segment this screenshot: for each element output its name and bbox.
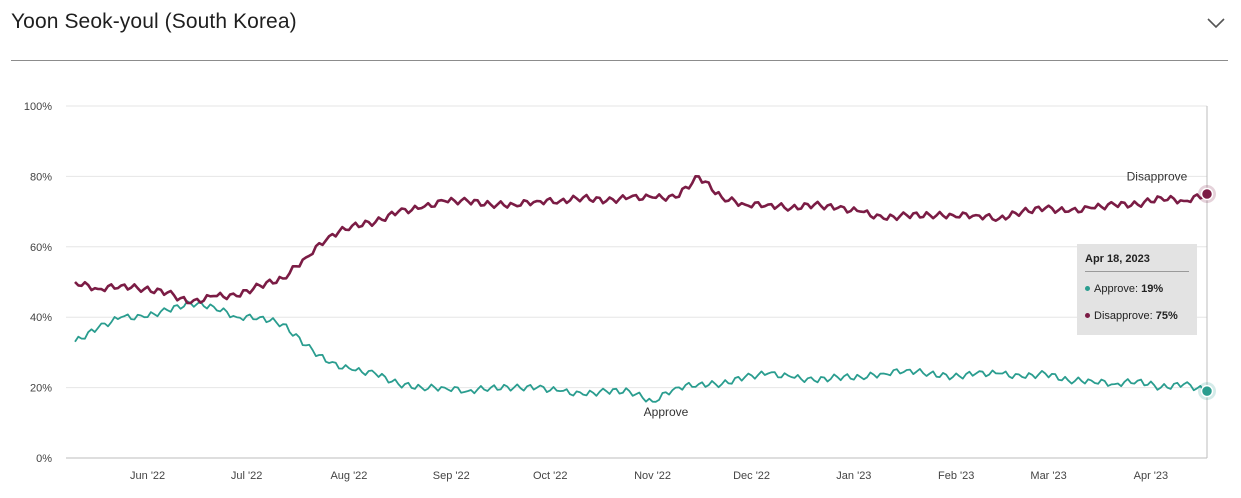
line-chart: 0% 20% 40% 60% 80% 100% Jun '22 Jul '22 Aug '22 S… xyxy=(24,101,1216,482)
tooltip-approve-row: Approve: 19% xyxy=(1085,283,1163,295)
x-tick-label: Jun '22 xyxy=(130,470,165,482)
x-tick-label: Oct '22 xyxy=(533,470,568,482)
y-tick-label: 20% xyxy=(30,383,52,395)
approve-series-line xyxy=(74,300,1208,403)
tooltip-disapprove-value: 75% xyxy=(1155,310,1178,322)
disapprove-point-marker xyxy=(1200,187,1214,201)
x-tick-label: Dec '22 xyxy=(733,470,770,482)
x-tick-label: Jan '23 xyxy=(836,470,871,482)
approve-point-marker xyxy=(1200,384,1214,398)
approve-dot-icon xyxy=(1085,285,1090,291)
chevron-down-icon[interactable] xyxy=(1206,14,1226,32)
x-tick-label: Mar '23 xyxy=(1030,470,1066,482)
tooltip-approve-value: 19% xyxy=(1141,283,1164,295)
tooltip-disapprove-row: Disapprove: 75% xyxy=(1085,310,1178,322)
y-tick-label: 60% xyxy=(30,242,52,254)
hover-tooltip: Apr 18, 2023 Approve: 19% Disapprove: 75… xyxy=(1077,244,1197,335)
disapprove-series-label: Disapprove xyxy=(1127,169,1188,183)
approve-series-label: Approve xyxy=(644,405,689,419)
tooltip-date: Apr 18, 2023 xyxy=(1085,253,1150,265)
x-tick-label: Jul '22 xyxy=(231,470,262,482)
chart-title: Yoon Seok-youl (South Korea) xyxy=(11,10,297,33)
disapprove-series-line xyxy=(74,175,1208,305)
disapprove-dot-icon xyxy=(1085,312,1090,318)
x-tick-label: Feb '23 xyxy=(938,470,974,482)
x-tick-label: Aug '22 xyxy=(330,470,367,482)
tooltip-divider xyxy=(1085,271,1189,272)
x-tick-label: Nov '22 xyxy=(634,470,671,482)
tooltip-approve-label: Approve: xyxy=(1094,283,1139,295)
x-tick-label: Sep '22 xyxy=(433,470,470,482)
y-tick-label: 80% xyxy=(30,171,52,183)
y-tick-label: 40% xyxy=(30,312,52,324)
y-tick-label: 100% xyxy=(24,101,52,113)
tooltip-disapprove-label: Disapprove: xyxy=(1094,310,1153,322)
x-tick-label: Apr '23 xyxy=(1134,470,1169,482)
y-tick-label: 0% xyxy=(36,453,52,465)
chart-header: Yoon Seok-youl (South Korea) xyxy=(11,0,1228,61)
